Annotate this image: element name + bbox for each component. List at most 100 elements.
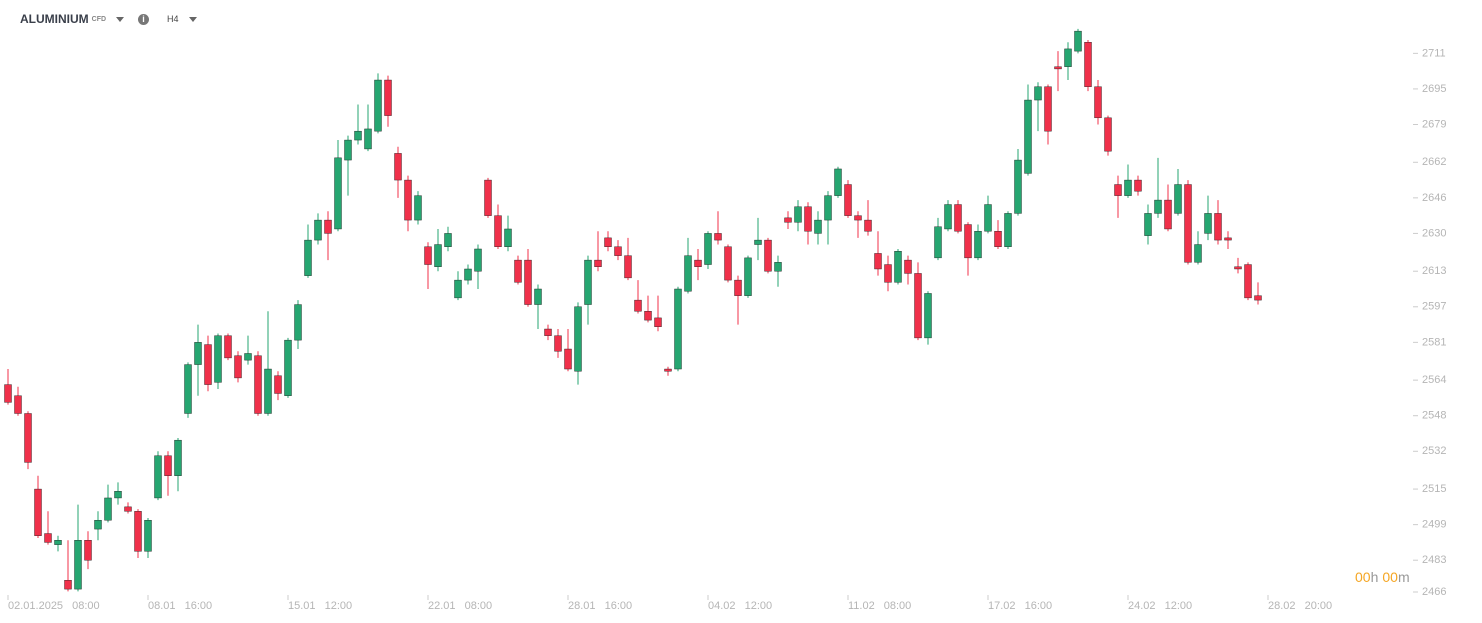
candle-body <box>784 217 792 223</box>
candle-body <box>554 335 562 352</box>
candle-body <box>474 248 482 272</box>
candle-body <box>1054 66 1062 70</box>
candle-body <box>594 259 602 267</box>
instrument-type: CFD <box>91 15 107 23</box>
candle-body <box>1214 213 1222 241</box>
y-tick-label: 2564 <box>1422 374 1446 386</box>
y-tick-label: 2515 <box>1422 483 1446 495</box>
candle-body <box>664 368 672 372</box>
candle-body <box>824 195 832 221</box>
candle-body <box>1184 184 1192 263</box>
timeframe-dropdown[interactable] <box>188 16 197 22</box>
candle-body <box>314 219 322 241</box>
candle-body <box>124 506 132 512</box>
candle-body <box>4 384 12 403</box>
candle-body <box>214 335 222 383</box>
candle-body <box>224 335 232 359</box>
candle-body <box>254 355 262 414</box>
candle-body <box>234 355 242 379</box>
candle-body <box>544 328 552 336</box>
y-tick-label: 2581 <box>1422 336 1446 348</box>
candle-body <box>1074 30 1082 52</box>
candle-body <box>404 179 412 221</box>
candle-body <box>704 233 712 265</box>
candle-body <box>294 304 302 341</box>
y-tick-label: 2466 <box>1422 586 1446 598</box>
candle-body <box>1164 199 1172 230</box>
candle-body <box>764 239 772 272</box>
y-tick-label: 2532 <box>1422 445 1446 457</box>
candle-body <box>1124 179 1132 196</box>
candle-body <box>384 79 392 116</box>
y-tick-label: 2646 <box>1422 192 1446 204</box>
countdown-m: m <box>1398 569 1410 585</box>
candle-body <box>1114 184 1122 196</box>
candle-body <box>1044 86 1052 132</box>
candle-body <box>934 226 942 259</box>
candle-body <box>104 497 112 521</box>
instrument-header: ALUMINIUM CFD i H4 <box>20 11 197 27</box>
candle-body <box>354 130 362 141</box>
timeframe[interactable]: H4 <box>167 14 179 24</box>
candle-body <box>804 206 812 232</box>
y-tick-label: 2695 <box>1422 83 1446 95</box>
x-tick-label: 28.02 20:00 <box>1268 600 1332 612</box>
x-tick-label: 22.01 08:00 <box>428 600 492 612</box>
candle-body <box>574 306 582 372</box>
candle-body <box>244 353 252 361</box>
x-tick-label: 15.01 12:00 <box>288 600 352 612</box>
candle-body <box>634 299 642 312</box>
candle-body <box>364 128 372 150</box>
x-tick-label: 04.02 12:00 <box>708 600 772 612</box>
countdown-hours: 00 <box>1355 569 1371 585</box>
candle-body <box>1004 213 1012 247</box>
x-tick-label: 17.02 16:00 <box>988 600 1052 612</box>
symbol-dropdown[interactable] <box>116 16 125 22</box>
candle-body <box>64 580 72 590</box>
candle-body <box>484 179 492 216</box>
candle-body <box>454 279 462 299</box>
candle-body <box>714 233 722 241</box>
y-tick-label: 2679 <box>1422 118 1446 130</box>
candle-body <box>1064 48 1072 67</box>
candle-body <box>1094 86 1102 119</box>
candle-body <box>1104 117 1112 152</box>
candle-body <box>1224 237 1232 241</box>
candle-body <box>204 344 212 385</box>
candle-body <box>694 259 702 267</box>
candle-body <box>144 519 152 552</box>
y-tick-label: 2597 <box>1422 301 1446 313</box>
candle-body <box>194 342 202 365</box>
candle-body <box>264 368 272 414</box>
candle-body <box>654 317 662 327</box>
candle-body <box>1254 295 1262 301</box>
candle-body <box>1154 199 1162 214</box>
candle-body <box>1034 86 1042 101</box>
candle-body <box>734 279 742 296</box>
x-tick-label: 28.01 16:00 <box>568 600 632 612</box>
countdown-minutes: 00 <box>1382 569 1398 585</box>
candle-body <box>1134 179 1142 192</box>
candle-body <box>1014 159 1022 214</box>
candle-body <box>1234 266 1242 270</box>
candle-body <box>924 293 932 339</box>
candle-body <box>844 184 852 216</box>
candle-body <box>154 455 162 499</box>
candle-body <box>114 491 122 499</box>
candle-body <box>604 237 612 247</box>
symbol[interactable]: ALUMINIUM <box>20 12 89 26</box>
candle-body <box>894 251 902 283</box>
info-icon[interactable]: i <box>138 13 150 25</box>
candle-body <box>1174 184 1182 214</box>
candle-body <box>414 195 422 221</box>
candle-body <box>84 540 92 561</box>
candle-body <box>494 215 502 247</box>
x-tick-label: 02.01.2025 08:00 <box>8 600 100 612</box>
candle-body <box>324 219 332 234</box>
candle-body <box>994 230 1002 247</box>
candle-body <box>444 233 452 247</box>
candle-body <box>424 246 432 265</box>
candle-body <box>44 533 52 543</box>
candle-body <box>344 139 352 161</box>
candle-body <box>464 268 472 281</box>
